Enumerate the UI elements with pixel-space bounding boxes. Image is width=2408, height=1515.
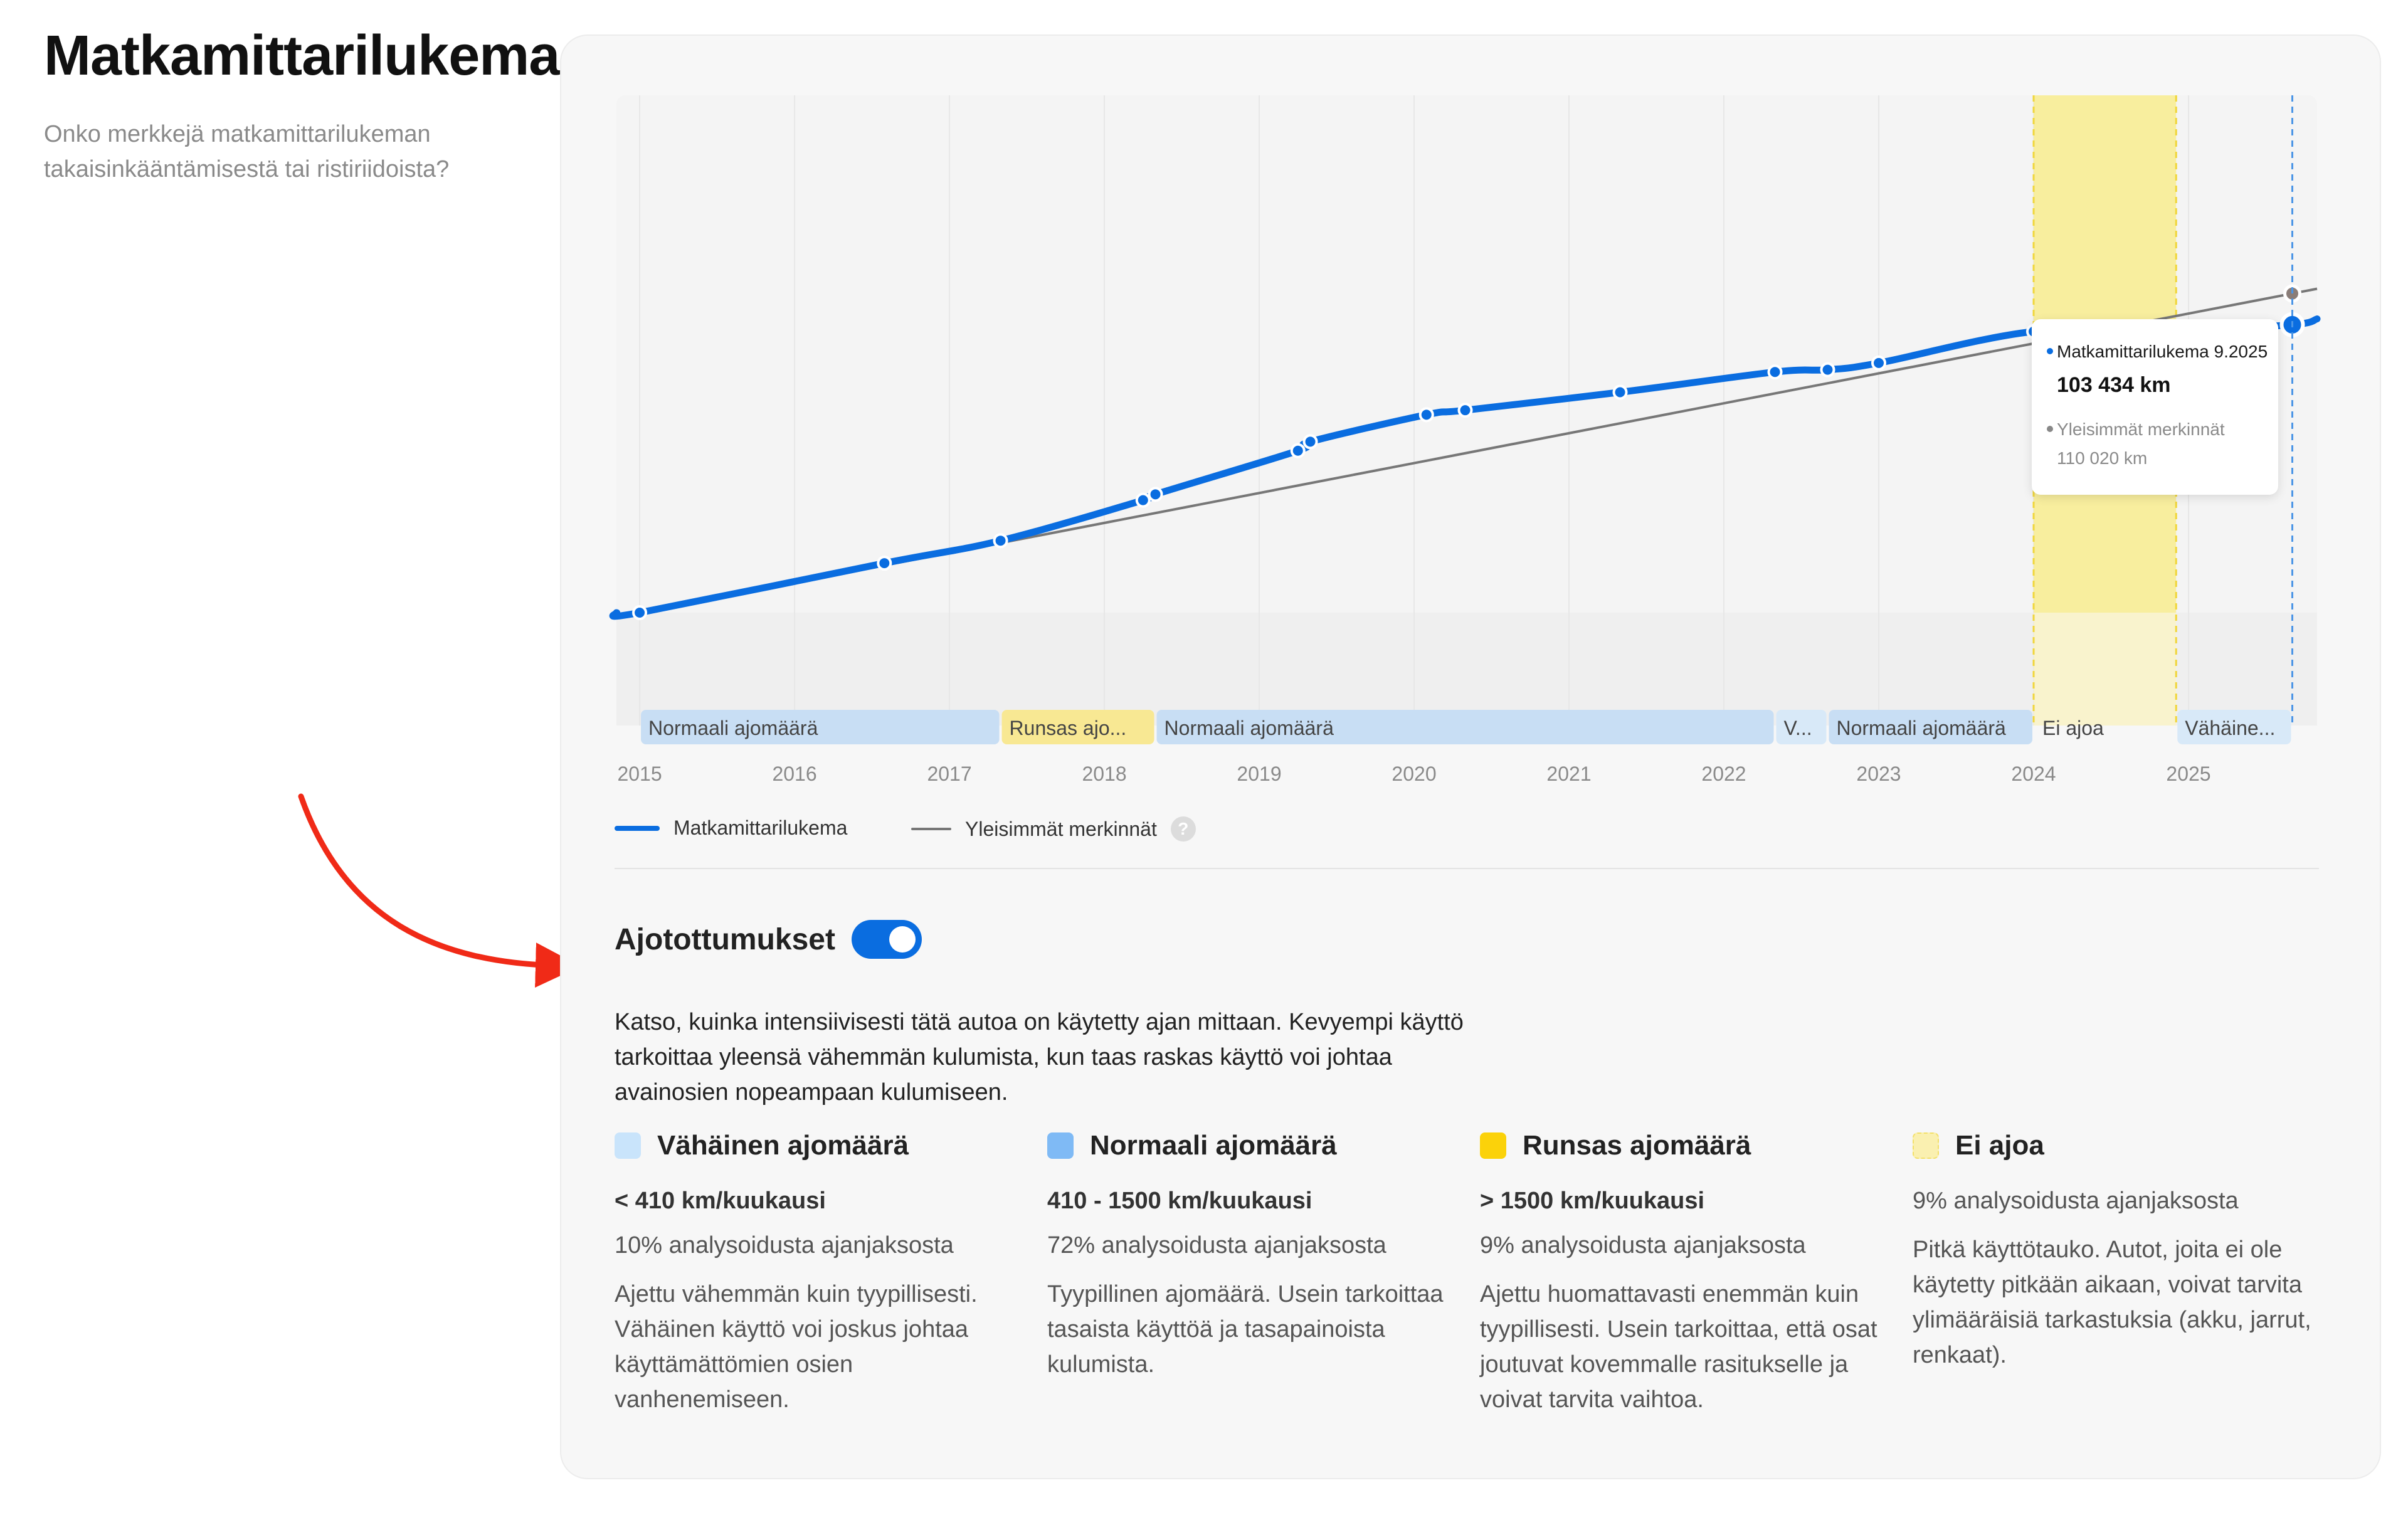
series-point-odometer: [877, 556, 892, 571]
category-light-share: 10% analysoidusta ajanjaksosta: [615, 1232, 954, 1259]
x-tick-label: 2019: [1237, 763, 1281, 785]
x-tick-label: 2025: [2166, 763, 2210, 785]
x-tick-label: 2021: [1546, 763, 1591, 785]
series-point-odometer: [1418, 407, 1434, 423]
category-normal: Normaali ajomäärä 410 - 1500 km/kuukausi…: [1047, 1130, 1449, 1382]
tooltip-series1-value: 103 434 km: [2057, 373, 2171, 397]
legend-line-odometer: [615, 825, 660, 831]
category-heavy-range: > 1500 km/kuukausi: [1480, 1188, 1705, 1214]
category-normal-desc: Tyypillinen ajomäärä. Usein tarkoittaa t…: [1047, 1281, 1444, 1378]
category-light-desc: Ajettu vähemmän kuin tyypillisesti. Vähä…: [615, 1281, 978, 1413]
category-noride-desc: Pitkä käyttötauko. Autot, joita ei ole k…: [1913, 1237, 2311, 1368]
habit-band-label: V...: [1784, 717, 1812, 739]
habits-title: Ajotottumukset: [615, 922, 835, 956]
category-heavy: Runsas ajomäärä > 1500 km/kuukausi 9% an…: [1480, 1130, 1881, 1417]
category-heavy-name: Runsas ajomäärä: [1523, 1130, 1751, 1161]
category-heavy-share: 9% analysoidusta ajanjaksosta: [1480, 1232, 1806, 1259]
highlight-period-lower: [2034, 613, 2177, 726]
tooltip-series2-dot-icon: [2047, 426, 2053, 432]
habit-band-label: Normaali ajomäärä: [1836, 717, 2006, 739]
toggle-knob: [889, 926, 916, 953]
series-point-odometer: [1148, 487, 1163, 502]
series-point-odometer: [1135, 492, 1151, 508]
category-noride-name: Ei ajoa: [1955, 1130, 2044, 1161]
swatch-heavy-icon: [1480, 1132, 1506, 1159]
x-tick-label: 2018: [1082, 763, 1126, 785]
odometer-card: Normaali ajomäärä Runsas ajo... Normaali a…: [560, 34, 2381, 1479]
swatch-noride-icon: [1913, 1132, 1939, 1159]
category-heavy-heading: Runsas ajomäärä: [1480, 1130, 1881, 1161]
page-title: Matkamittarilukema: [44, 24, 560, 87]
tooltip-series1-label: Matkamittarilukema 9.2025: [2057, 342, 2268, 361]
series-point-odometer: [1767, 364, 1783, 380]
chart-tooltip: Matkamittarilukema 9.2025 103 434 km Yle…: [2032, 319, 2278, 495]
series-point-odometer: [993, 533, 1008, 549]
category-normal-range: 410 - 1500 km/kuukausi: [1047, 1188, 1312, 1214]
habit-band-label: Normaali ajomäärä: [648, 717, 818, 739]
category-noride: Ei ajoa 9% analysoidusta ajanjaksosta Pi…: [1913, 1130, 2314, 1373]
x-tick-label: 2016: [772, 763, 816, 785]
x-tick-label: 2015: [617, 763, 662, 785]
habit-band-normal: [1829, 710, 2032, 744]
tooltip-series1-dot-icon: [2047, 348, 2053, 354]
section-divider: [615, 868, 2319, 869]
habit-band-label: Ei ajoa: [2042, 717, 2104, 739]
x-tick-label: 2023: [1856, 763, 1901, 785]
x-tick-label: 2020: [1391, 763, 1436, 785]
series-point-odometer: [1302, 434, 1318, 450]
tooltip-series2-value: 110 020 km: [2057, 448, 2148, 468]
odometer-chart[interactable]: Normaali ajomäärä Runsas ajo... Normaali a…: [561, 36, 2380, 816]
x-tick-label: 2017: [927, 763, 971, 785]
swatch-normal-icon: [1047, 1132, 1074, 1159]
habit-band-light: [2177, 710, 2291, 744]
category-normal-name: Normaali ajomäärä: [1090, 1130, 1337, 1161]
habit-band-heavy: [1001, 710, 1154, 744]
category-noride-share: 9% analysoidusta ajanjaksosta: [1913, 1188, 2239, 1214]
category-normal-heading: Normaali ajomäärä: [1047, 1130, 1449, 1161]
annotation-arrow-icon: [298, 793, 581, 988]
x-tick-label: 2022: [1701, 763, 1746, 785]
category-light-heading: Vähäinen ajomäärä: [615, 1130, 1016, 1161]
page-subtitle: Onko merkkejä matkamittarilukeman takais…: [44, 121, 450, 182]
legend-label-odometer: Matkamittarilukema: [673, 816, 848, 839]
habit-band-label: Runsas ajo...: [1010, 717, 1127, 739]
category-normal-share: 72% analysoidusta ajanjaksosta: [1047, 1232, 1386, 1259]
series-point-odometer: [1871, 355, 1887, 371]
category-noride-heading: Ei ajoa: [1913, 1130, 2314, 1161]
swatch-light-icon: [615, 1132, 641, 1159]
habit-band-normal: [1156, 710, 1774, 744]
x-tick-label: 2024: [2011, 763, 2056, 785]
category-light: Vähäinen ajomäärä < 410 km/kuukausi 10% …: [615, 1130, 1016, 1417]
habits-toggle[interactable]: [851, 920, 922, 959]
series-point-odometer: [1290, 443, 1306, 458]
legend-line-common: [911, 828, 951, 830]
category-heavy-desc: Ajettu huomattavasti enemmän kuin tyypil…: [1480, 1281, 1877, 1413]
series-point-odometer: [1457, 403, 1473, 418]
habit-band-normal: [641, 710, 1000, 744]
legend-item-odometer[interactable]: Matkamittarilukema: [615, 816, 847, 840]
help-icon[interactable]: ?: [1170, 816, 1196, 842]
habits-section-title: Ajotottumukset: [615, 920, 922, 959]
tooltip-series2-label: Yleisimmät merkinnät: [2057, 420, 2225, 439]
habits-description: Katso, kuinka intensiivisesti tätä autoa…: [615, 1009, 1464, 1106]
legend-item-common[interactable]: Yleisimmät merkinnät ?: [911, 816, 1196, 842]
series-point-odometer: [1820, 362, 1835, 377]
habit-band-label: Normaali ajomäärä: [1164, 717, 1334, 739]
series-point-odometer: [1612, 384, 1628, 400]
category-light-range: < 410 km/kuukausi: [615, 1188, 826, 1214]
legend-label-common: Yleisimmät merkinnät: [965, 817, 1157, 840]
habit-band-label: Vähäine...: [2185, 717, 2275, 739]
category-light-name: Vähäinen ajomäärä: [657, 1130, 909, 1161]
series-point-odometer: [632, 605, 648, 620]
habit-band-light: [1776, 710, 1827, 744]
